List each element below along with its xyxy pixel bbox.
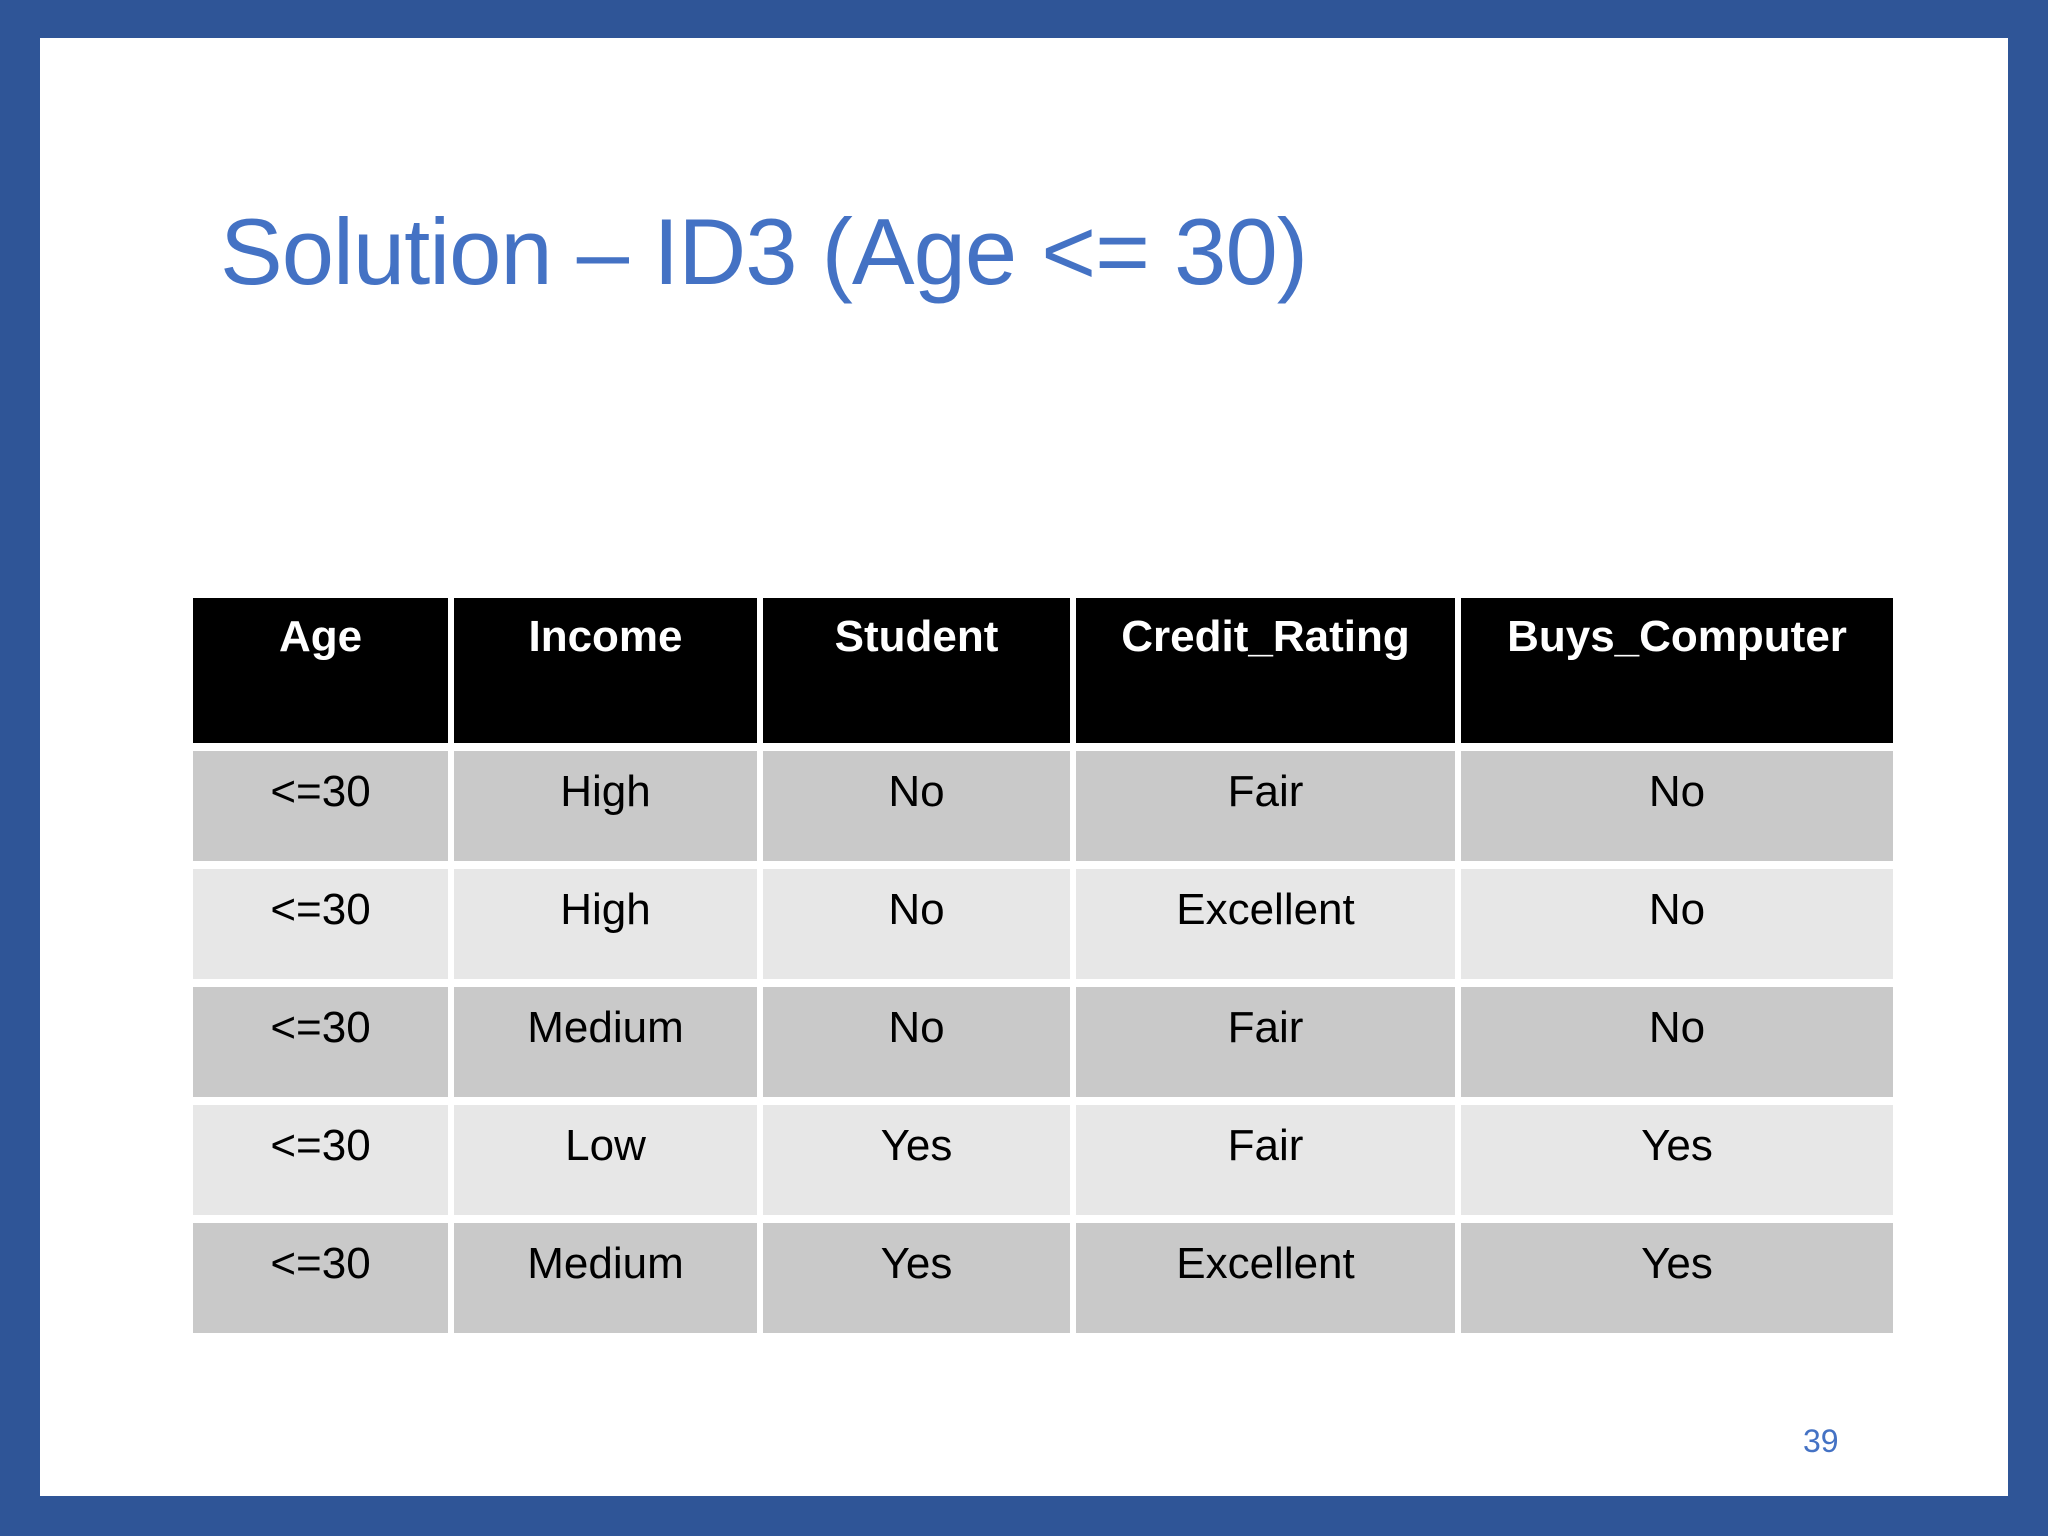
table-cell: Yes	[763, 1223, 1070, 1333]
table-cell: Yes	[763, 1105, 1070, 1215]
table-cell: Fair	[1076, 751, 1455, 861]
table-cell: High	[454, 751, 757, 861]
table-cell: <=30	[193, 1105, 448, 1215]
table-header-cell: Age	[193, 598, 448, 743]
table-header-cell: Income	[454, 598, 757, 743]
table-cell: High	[454, 869, 757, 979]
table-cell: Fair	[1076, 1105, 1455, 1215]
table-header-cell: Buys_Computer	[1461, 598, 1893, 743]
table-header-cell: Credit_Rating	[1076, 598, 1455, 743]
table-cell: No	[763, 987, 1070, 1097]
table-cell: Yes	[1461, 1105, 1893, 1215]
table-cell: Excellent	[1076, 869, 1455, 979]
slide-title: Solution – ID3 (Age <= 30)	[220, 199, 1308, 304]
slide-content: Solution – ID3 (Age <= 30) Age Income Stud…	[40, 38, 2008, 1496]
table-cell: <=30	[193, 751, 448, 861]
table-cell: Medium	[454, 987, 757, 1097]
table-cell: Yes	[1461, 1223, 1893, 1333]
table-cell: <=30	[193, 1223, 448, 1333]
table-cell: No	[1461, 987, 1893, 1097]
table-cell: <=30	[193, 869, 448, 979]
table-cell: <=30	[193, 987, 448, 1097]
table-cell: Excellent	[1076, 1223, 1455, 1333]
table-cell: No	[763, 869, 1070, 979]
table-cell: Low	[454, 1105, 757, 1215]
table-cell: No	[1461, 751, 1893, 861]
page-number: 39	[1803, 1423, 1839, 1459]
table-cell: No	[1461, 869, 1893, 979]
table-cell: No	[763, 751, 1070, 861]
table-cell: Fair	[1076, 987, 1455, 1097]
table-cell: Medium	[454, 1223, 757, 1333]
data-table: Age Income Student Credit_Rating Buys_Comput…	[193, 598, 1893, 1333]
table-header-cell: Student	[763, 598, 1070, 743]
